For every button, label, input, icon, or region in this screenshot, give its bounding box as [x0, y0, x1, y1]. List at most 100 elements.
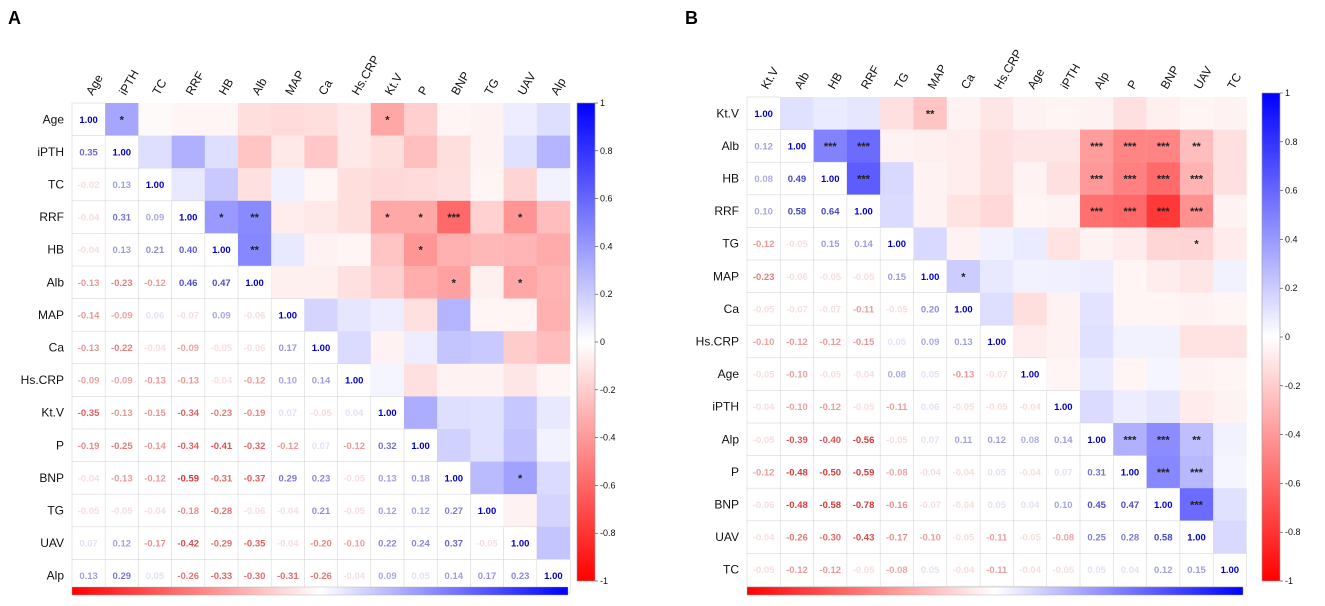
- row-label: RRF: [714, 204, 739, 218]
- cell-value: -0.04: [144, 506, 166, 517]
- heatmap-cell: [470, 103, 504, 136]
- heatmap-cell: [846, 227, 881, 261]
- panel-label: A: [8, 8, 21, 28]
- heatmap-cell: [437, 396, 471, 430]
- heatmap-cell: [913, 455, 948, 489]
- heatmap-cell: [270, 396, 305, 430]
- heatmap-cell: [813, 422, 848, 457]
- cell-value: 0.05: [921, 370, 940, 381]
- heatmap-cell: [536, 103, 571, 136]
- heatmap-cell: [1179, 129, 1214, 163]
- heatmap-cell: [779, 553, 815, 587]
- heatmap-cell: [1113, 423, 1147, 456]
- significance-marker: **: [250, 245, 259, 257]
- heatmap-cell: [536, 135, 571, 169]
- heatmap-cell: [204, 168, 239, 201]
- colorbar: [576, 102, 596, 582]
- colorbar-tick-label: -1: [600, 576, 608, 586]
- row-label: UAV: [40, 536, 64, 550]
- cell-value: -0.07: [986, 370, 1008, 381]
- row-label: MAP: [713, 269, 739, 283]
- cell-value: -0.13: [144, 376, 166, 387]
- heatmap-cell: [1046, 260, 1081, 293]
- row-label: BNP: [39, 471, 64, 485]
- heatmap-cell: [1146, 325, 1181, 358]
- heatmap-cell: [979, 553, 1014, 587]
- heatmap-cell: [1113, 260, 1147, 293]
- heatmap-cell: [879, 455, 915, 489]
- significance-marker: *: [418, 245, 423, 257]
- heatmap-cell: [1013, 260, 1047, 293]
- heatmap-cell: [503, 135, 537, 169]
- heatmap-cell: [404, 168, 438, 201]
- heatmap-cell: [1080, 390, 1114, 424]
- heatmap-cell: [746, 324, 781, 359]
- cell-value: 0.37: [445, 539, 464, 550]
- cell-value: -0.08: [886, 467, 908, 478]
- row-label: Hs.CRP: [696, 335, 739, 349]
- heatmap-cell: [946, 487, 981, 522]
- heatmap-cell: [503, 266, 537, 299]
- heatmap-cell: [171, 233, 206, 267]
- heatmap-cell: [171, 103, 205, 136]
- heatmap-cell: [1179, 325, 1214, 358]
- heatmap-cell: [1080, 260, 1114, 293]
- heatmap-cell: [1079, 520, 1114, 554]
- heatmap-cell: [1080, 325, 1114, 358]
- cell-value: -0.12: [819, 402, 841, 413]
- cell-value: -0.13: [111, 408, 133, 419]
- cell-value: 0.23: [511, 571, 530, 582]
- cell-value: 1.00: [279, 310, 298, 321]
- cell-value: -0.14: [144, 441, 166, 452]
- significance-marker: **: [1192, 434, 1201, 446]
- cell-value: -0.26: [177, 571, 199, 582]
- cell-value: -0.05: [853, 565, 875, 576]
- heatmap-cell: [1146, 292, 1181, 326]
- heatmap-cell: [71, 200, 106, 234]
- heatmap-cell: [1046, 520, 1081, 554]
- cell-value: -0.04: [753, 533, 775, 544]
- heatmap-cell: [1113, 553, 1148, 587]
- row-label: Kt.V: [716, 106, 739, 120]
- heatmap-cell: [470, 331, 504, 364]
- cell-value: 0.13: [79, 571, 98, 582]
- colorbar-tick-label: 1: [600, 98, 605, 108]
- heatmap-cell: [171, 200, 206, 234]
- heatmap-cell: [270, 559, 305, 593]
- heatmap-cell: [1080, 129, 1114, 163]
- heatmap-cell: [1013, 227, 1047, 261]
- heatmap-cell: [237, 265, 272, 300]
- cell-value: -0.78: [853, 500, 875, 511]
- heatmap-cell: [1213, 97, 1247, 130]
- cell-value: 1.00: [345, 376, 364, 387]
- cell-value: -0.15: [144, 408, 166, 419]
- heatmap-cell: [880, 194, 914, 228]
- heatmap-cell: [104, 200, 139, 234]
- cell-value: -0.17: [144, 539, 166, 550]
- heatmap-cell: [271, 103, 305, 136]
- heatmap-cell: [746, 129, 781, 163]
- cell-value: 1.00: [245, 278, 264, 289]
- colorbar-tick-label: 0.8: [1285, 137, 1298, 147]
- heatmap-cell: [470, 461, 504, 495]
- heatmap-cell: [1212, 553, 1247, 587]
- heatmap-cell: [1013, 357, 1048, 391]
- cell-value: -0.23: [211, 408, 233, 419]
- heatmap-cell: [946, 422, 981, 457]
- heatmap-cell: [437, 331, 471, 364]
- heatmap-cell: [980, 162, 1014, 195]
- legend-gradient-bar: [71, 586, 569, 596]
- row-label: iPTH: [712, 400, 739, 414]
- heatmap-cell: [503, 233, 537, 267]
- heatmap-cell: [1179, 390, 1214, 424]
- heatmap-cell: [370, 266, 405, 299]
- cell-value: -0.59: [177, 473, 199, 484]
- cell-value: 0.17: [478, 571, 497, 582]
- cell-value: -0.12: [819, 565, 841, 576]
- heatmap-cell: [846, 324, 881, 359]
- heatmap-cell: [1013, 129, 1047, 163]
- column-label: RRF: [183, 69, 207, 97]
- heatmap-cell: [746, 357, 781, 391]
- column-label: UAV: [1191, 64, 1215, 92]
- heatmap-cell: [304, 200, 338, 234]
